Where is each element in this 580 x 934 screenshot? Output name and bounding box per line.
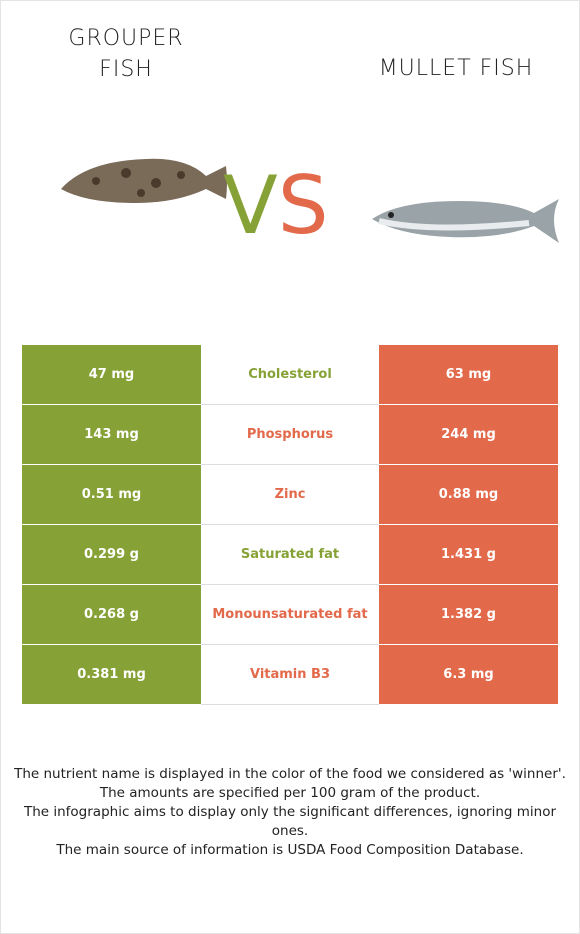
left-value: 47 mg	[22, 345, 201, 404]
nutrient-name: Zinc	[201, 465, 379, 525]
nutrient-name: Cholesterol	[201, 345, 379, 405]
nutrient-name: Vitamin B3	[201, 645, 379, 705]
left-value: 143 mg	[22, 405, 201, 464]
vs: VS	[223, 161, 329, 251]
nutrient-name: Monounsaturated fat	[201, 585, 379, 645]
table-row: 143 mg Phosphorus 244 mg	[22, 405, 558, 465]
vs-s: S	[277, 159, 329, 252]
grouper-image	[61, 158, 227, 203]
table-row: 47 mg Cholesterol 63 mg	[22, 345, 558, 405]
right-title: MULLET FISH	[378, 56, 534, 81]
footer-line: The infographic aims to display only the…	[23, 804, 557, 839]
left-value: 0.381 mg	[22, 645, 201, 704]
left-value: 0.51 mg	[22, 465, 201, 524]
nutrient-name: Saturated fat	[201, 525, 379, 585]
comparison-table: 47 mg Cholesterol 63 mg 143 mg Phosphorus 244…	[22, 345, 558, 705]
footer: The nutrient name is displayed in the co…	[11, 765, 569, 860]
right-value: 6.3 mg	[379, 645, 558, 704]
footer-line: The amounts are specified per 100 gram o…	[99, 785, 481, 801]
nutrient-name: Phosphorus	[201, 405, 379, 465]
mullet-image	[372, 199, 559, 243]
table-row: 0.381 mg Vitamin B3 6.3 mg	[22, 645, 558, 705]
right-value: 1.382 g	[379, 585, 558, 644]
right-value: 0.88 mg	[379, 465, 558, 524]
vs-v: V	[223, 159, 278, 252]
left-value: 0.299 g	[22, 525, 201, 584]
left-value: 0.268 g	[22, 585, 201, 644]
right-value: 1.431 g	[379, 525, 558, 584]
left-title: GROUPER FISH	[68, 26, 184, 82]
footer-line: The nutrient name is displayed in the co…	[14, 766, 566, 782]
right-value: 63 mg	[379, 345, 558, 404]
table-row: 0.268 g Monounsaturated fat 1.382 g	[22, 585, 558, 645]
table-row: 0.299 g Saturated fat 1.431 g	[22, 525, 558, 585]
table-row: 0.51 mg Zinc 0.88 mg	[22, 465, 558, 525]
right-value: 244 mg	[379, 405, 558, 464]
footer-line: The main source of information is USDA F…	[56, 842, 524, 858]
